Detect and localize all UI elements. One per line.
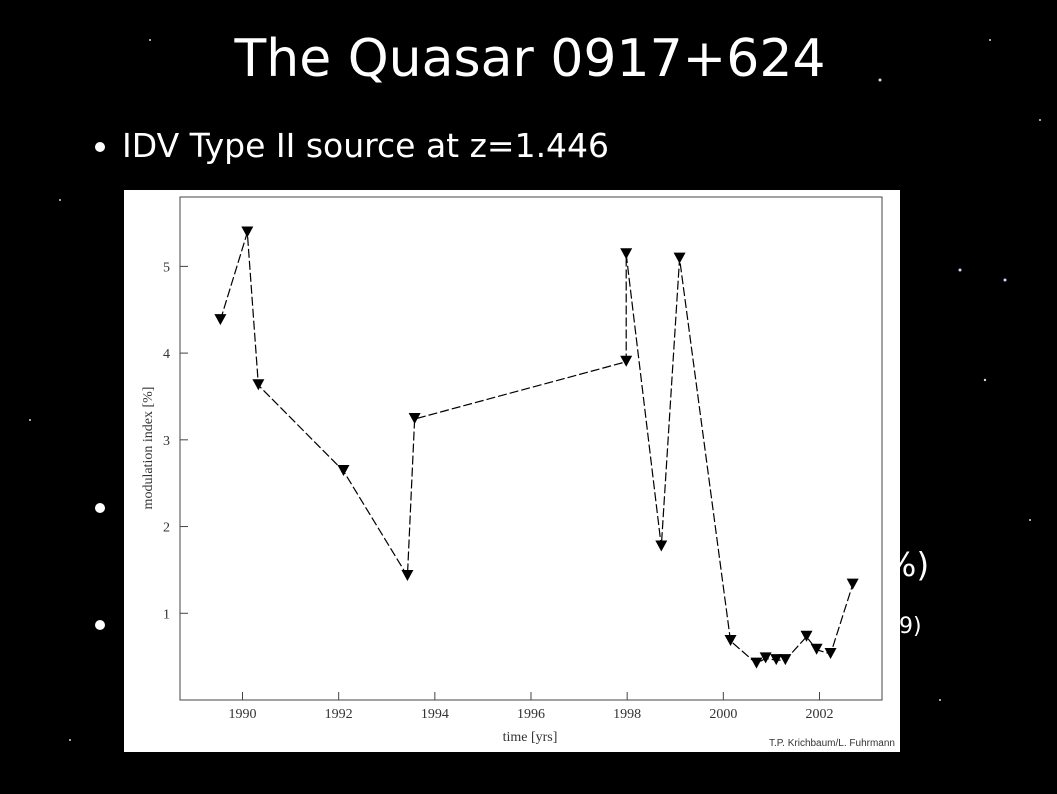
y-tick-label: 3 [163,434,170,449]
data-point [750,657,763,669]
y-tick-label: 5 [163,260,170,275]
data-point [620,355,633,367]
slide-title: The Quasar 0917+624 [233,29,825,89]
x-tick-label: 1998 [613,707,641,722]
data-point [252,379,265,391]
chart-image [124,190,900,752]
data-point [337,465,350,477]
bullet-dot [95,142,105,152]
y-tick-label: 1 [163,607,170,622]
data-point [770,654,783,666]
data-point [408,413,421,425]
bullet-dot [95,503,105,513]
data-point [214,314,227,326]
x-tick-label: 1994 [421,707,449,722]
data-point [620,248,633,260]
x-axis-label: time [yrs] [503,730,558,745]
data-point [800,630,813,642]
y-tick-label: 4 [163,347,170,362]
stars [29,39,1041,741]
data-point [810,643,823,655]
data-point [401,569,414,581]
x-tick-label: 2002 [805,707,833,722]
y-tick-label: 2 [163,521,170,536]
x-tick-label: 1990 [229,707,257,722]
data-point [779,654,792,666]
bullet-text: IDV Type II source at z=1.446 [122,126,609,165]
data-point [241,226,254,238]
data-point [724,635,737,647]
x-tick-label: 1996 [517,707,545,722]
data-point [824,648,837,660]
data-point [655,540,668,552]
y-axis-label: modulation index [%] [141,387,156,510]
credit: T.P. Krichbaum/L. Fuhrmann [769,738,895,749]
data-point [673,252,686,264]
x-tick-label: 2000 [709,707,737,722]
bullet-dot [95,620,105,630]
data-point [759,652,772,664]
data-point [846,578,859,590]
x-tick-label: 1992 [325,707,353,722]
